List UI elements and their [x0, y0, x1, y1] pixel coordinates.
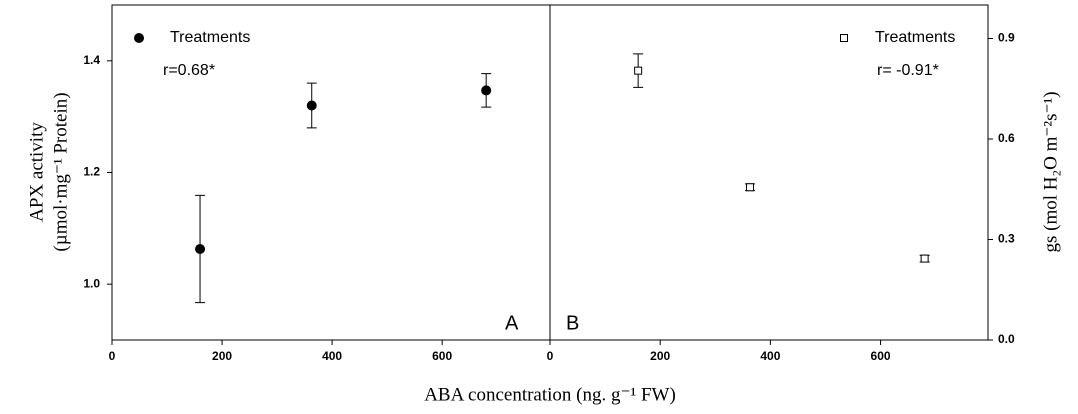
point	[481, 85, 492, 96]
y-axis-label: (µmol·mg⁻¹ Protein)	[50, 92, 71, 251]
y-tick-label: 0.9	[998, 31, 1015, 45]
panel-label: A	[505, 312, 519, 334]
y-axis-label: APX activity	[26, 122, 47, 222]
point	[920, 254, 929, 263]
x-tick-label: 200	[650, 349, 670, 363]
plot-frame	[549, 4, 989, 341]
y-tick-label: 1.4	[83, 53, 100, 67]
legend-label: Treatments	[875, 29, 955, 46]
y-tick-label: 1.2	[83, 165, 100, 179]
x-tick-label: 0	[109, 349, 116, 363]
plot-frame	[111, 4, 551, 341]
y2-axis-label: gs (mol H₂O m⁻²s⁻¹)	[1040, 91, 1061, 252]
x-tick-label: 200	[212, 349, 232, 363]
panel-label: B	[566, 312, 579, 334]
point	[195, 243, 206, 254]
y-tick-label: 0.3	[998, 232, 1015, 246]
x-tick-label: 400	[760, 349, 780, 363]
legend-marker	[134, 33, 144, 43]
x-tick-label: 600	[871, 349, 891, 363]
y-tick-label: 0.6	[998, 131, 1015, 145]
point	[306, 100, 317, 111]
x-axis-label: ABA concentration (ng. g⁻¹ FW)	[424, 384, 676, 405]
legend-label: Treatments	[170, 29, 250, 46]
x-tick-label: 400	[322, 349, 342, 363]
point	[634, 66, 643, 75]
annotation: r= -0.91*	[877, 62, 939, 79]
x-tick-label: 0	[547, 349, 554, 363]
legend-marker	[840, 34, 848, 42]
y-tick-label: 0.0	[998, 332, 1015, 346]
y-tick-label: 1.0	[83, 276, 100, 290]
x-tick-label: 600	[432, 349, 452, 363]
annotation: r=0.68*	[163, 62, 215, 79]
point	[745, 183, 754, 192]
